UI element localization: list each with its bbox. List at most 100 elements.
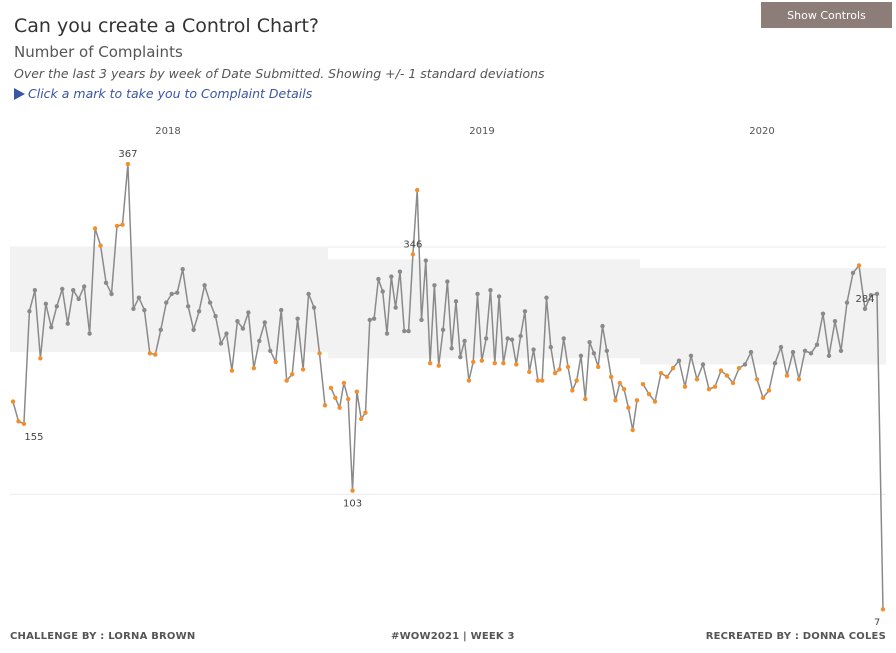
data-point[interactable] xyxy=(169,291,174,297)
data-point[interactable] xyxy=(874,291,880,297)
outlier-point[interactable] xyxy=(333,395,338,401)
outlier-point[interactable] xyxy=(153,352,158,357)
outlier-point[interactable] xyxy=(300,367,306,372)
outlier-point[interactable] xyxy=(414,187,420,193)
data-point[interactable] xyxy=(483,336,489,341)
outlier-point[interactable] xyxy=(570,388,575,393)
data-point[interactable] xyxy=(367,317,372,323)
outlier-point[interactable] xyxy=(724,373,730,378)
outlier-point[interactable] xyxy=(466,378,472,383)
data-point[interactable] xyxy=(158,327,163,333)
data-point[interactable] xyxy=(54,304,59,309)
outlier-point[interactable] xyxy=(608,374,614,380)
outlier-point[interactable] xyxy=(337,405,342,410)
data-point[interactable] xyxy=(71,288,76,293)
data-point[interactable] xyxy=(604,348,610,354)
data-point[interactable] xyxy=(802,348,808,354)
data-point[interactable] xyxy=(87,331,92,336)
data-point[interactable] xyxy=(213,314,218,319)
data-point[interactable] xyxy=(832,318,838,324)
data-point[interactable] xyxy=(268,348,273,354)
data-point[interactable] xyxy=(790,349,796,355)
data-point[interactable] xyxy=(561,336,566,341)
outlier-point[interactable] xyxy=(784,373,790,378)
outlier-point[interactable] xyxy=(646,391,652,397)
outlier-point[interactable] xyxy=(718,368,724,373)
data-point[interactable] xyxy=(103,280,109,286)
data-point[interactable] xyxy=(423,258,429,263)
data-point[interactable] xyxy=(207,300,213,305)
data-point[interactable] xyxy=(453,299,459,304)
outlier-point[interactable] xyxy=(634,398,640,403)
data-point[interactable] xyxy=(384,331,390,336)
outlier-point[interactable] xyxy=(16,419,21,424)
outlier-point[interactable] xyxy=(363,410,368,415)
outlier-point[interactable] xyxy=(557,367,562,372)
outlier-point[interactable] xyxy=(596,364,601,370)
outlier-point[interactable] xyxy=(730,380,736,386)
data-point[interactable] xyxy=(742,362,748,367)
outlier-point[interactable] xyxy=(38,356,43,361)
outlier-point[interactable] xyxy=(501,361,506,366)
data-point[interactable] xyxy=(393,305,398,310)
data-point[interactable] xyxy=(164,300,169,305)
data-point[interactable] xyxy=(844,300,850,305)
outlier-point[interactable] xyxy=(514,362,519,367)
data-point[interactable] xyxy=(778,344,784,350)
outlier-point[interactable] xyxy=(670,365,676,371)
data-point[interactable] xyxy=(838,348,844,354)
outlier-point[interactable] xyxy=(640,382,646,387)
outlier-point[interactable] xyxy=(98,243,103,248)
outlier-point[interactable] xyxy=(613,398,618,403)
data-point[interactable] xyxy=(60,286,65,292)
outlier-point[interactable] xyxy=(652,399,658,404)
data-point[interactable] xyxy=(826,353,832,358)
data-point[interactable] xyxy=(279,307,284,313)
data-point[interactable] xyxy=(522,309,528,314)
data-point[interactable] xyxy=(518,333,523,339)
data-point[interactable] xyxy=(81,284,87,289)
outlier-point[interactable] xyxy=(354,389,360,394)
outlier-point[interactable] xyxy=(10,399,16,404)
data-point[interactable] xyxy=(496,294,502,299)
outlier-point[interactable] xyxy=(317,351,322,356)
outlier-point[interactable] xyxy=(796,377,802,382)
data-point[interactable] xyxy=(862,306,868,311)
data-point[interactable] xyxy=(142,307,147,313)
data-point[interactable] xyxy=(235,318,240,324)
outlier-point[interactable] xyxy=(535,378,541,383)
data-point[interactable] xyxy=(295,316,300,321)
outlier-point[interactable] xyxy=(552,370,558,376)
data-point[interactable] xyxy=(505,336,510,341)
data-point[interactable] xyxy=(180,267,185,272)
data-point[interactable] xyxy=(218,341,224,346)
data-point[interactable] xyxy=(240,326,246,331)
outlier-point[interactable] xyxy=(664,374,670,380)
outlier-point[interactable] xyxy=(479,358,485,363)
data-point[interactable] xyxy=(445,279,450,284)
outlier-point[interactable] xyxy=(617,380,622,386)
data-point[interactable] xyxy=(389,274,394,279)
outlier-point[interactable] xyxy=(427,361,433,366)
hint-text[interactable]: Click a mark to take you to Complaint De… xyxy=(28,86,313,101)
outlier-point[interactable] xyxy=(251,365,257,371)
outlier-point[interactable] xyxy=(21,421,27,427)
data-point[interactable] xyxy=(748,349,754,355)
outlier-point[interactable] xyxy=(621,386,627,392)
outlier-point[interactable] xyxy=(856,263,862,268)
outlier-point[interactable] xyxy=(626,405,631,410)
data-point[interactable] xyxy=(600,323,605,329)
outlier-point[interactable] xyxy=(630,427,635,433)
data-point[interactable] xyxy=(419,317,424,323)
data-point[interactable] xyxy=(306,291,311,297)
outlier-point[interactable] xyxy=(125,161,131,167)
outlier-point[interactable] xyxy=(539,378,545,383)
data-point[interactable] xyxy=(224,331,229,336)
outlier-point[interactable] xyxy=(346,396,351,402)
data-point[interactable] xyxy=(509,337,515,342)
data-point[interactable] xyxy=(591,351,597,356)
outlier-point[interactable] xyxy=(328,385,334,391)
show-controls-button[interactable]: Show Controls xyxy=(761,2,892,28)
data-point[interactable] xyxy=(202,283,207,288)
outlier-point[interactable] xyxy=(92,226,98,231)
